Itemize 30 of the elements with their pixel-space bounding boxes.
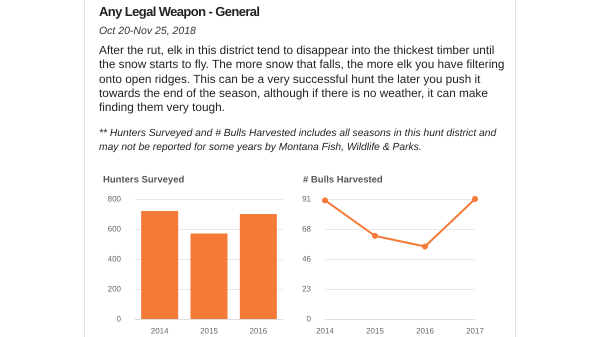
point (322, 197, 328, 204)
point (472, 196, 478, 202)
text: After the rut, elk in this district tend to disappear into the thickest timber until the snow starts to fly. The more snow that falls, the more elk you have filtering onto open ridges. This can be a very successful hunt the later you push it towards the end of the season, although if there is no weather, it can make finding them very tough. (99, 43, 506, 114)
x-tick-label: 2015 (366, 326, 384, 336)
bar (141, 211, 178, 319)
bar (240, 214, 277, 319)
point (372, 232, 378, 239)
y-tick-label: 800 (108, 194, 122, 204)
x-tick-label: 2014 (150, 326, 170, 336)
y-tick-label: 600 (108, 224, 122, 234)
x-tick-label: 2017 (466, 326, 484, 336)
y-tick-label: 0 (116, 314, 122, 324)
chart-title: # Bulls Harvested (303, 174, 383, 186)
y-tick-label: 46 (302, 254, 312, 264)
x-tick-label: 2015 (200, 326, 218, 336)
x-tick-label: 2016 (416, 326, 434, 336)
chart-title: Hunters Surveyed (103, 174, 185, 186)
x-tick-label: 2014 (316, 326, 334, 336)
y-tick-label: 400 (108, 254, 122, 264)
y-tick-label: 0 (306, 314, 312, 324)
x-tick-label: 2016 (249, 326, 268, 336)
text: Oct 20-Nov 25, 2018 (99, 24, 197, 39)
y-tick-label: 23 (302, 284, 312, 294)
y-tick-label: 91 (302, 194, 312, 204)
y-tick-label: 200 (108, 284, 122, 294)
text: Any Legal Weapon - General (99, 3, 260, 21)
y-tick-label: 68 (302, 224, 312, 234)
point (422, 243, 428, 250)
text: ** Hunters Surveyed and # Bulls Harvested includes all seasons in this hunt district and may not be reported for some years by Montana Fish, Wildlife & Parks. (99, 127, 498, 154)
bar (190, 234, 228, 319)
